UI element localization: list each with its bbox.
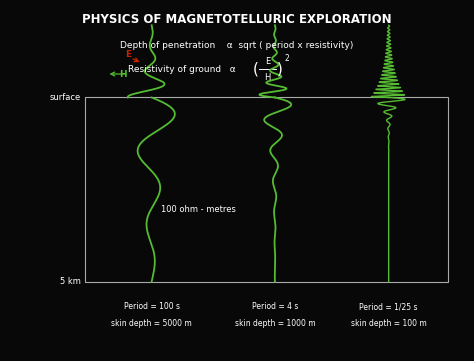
Text: (: ( xyxy=(253,62,259,77)
Text: H: H xyxy=(119,70,127,78)
Bar xyxy=(85,97,448,282)
Text: skin depth = 100 m: skin depth = 100 m xyxy=(351,319,427,327)
Text: E: E xyxy=(265,57,271,66)
Text: H: H xyxy=(264,73,271,82)
Text: surface: surface xyxy=(49,93,81,102)
Text: skin depth = 5000 m: skin depth = 5000 m xyxy=(111,319,192,327)
Text: Resistivity of ground   α: Resistivity of ground α xyxy=(128,65,238,74)
Text: 100 ohm - metres: 100 ohm - metres xyxy=(161,205,236,214)
Text: Period = 1/25 s: Period = 1/25 s xyxy=(359,303,418,311)
Text: E: E xyxy=(125,51,131,59)
Text: ): ) xyxy=(277,62,283,77)
Text: Period = 4 s: Period = 4 s xyxy=(252,303,298,311)
Text: 5 km: 5 km xyxy=(60,277,81,286)
Text: Depth of penetration    α  sqrt ( period x resistivity): Depth of penetration α sqrt ( period x r… xyxy=(120,41,354,49)
Text: Period = 100 s: Period = 100 s xyxy=(124,303,180,311)
Text: 2: 2 xyxy=(284,54,289,63)
Text: skin depth = 1000 m: skin depth = 1000 m xyxy=(235,319,315,327)
Text: PHYSICS OF MAGNETOTELLURIC EXPLORATION: PHYSICS OF MAGNETOTELLURIC EXPLORATION xyxy=(82,13,392,26)
